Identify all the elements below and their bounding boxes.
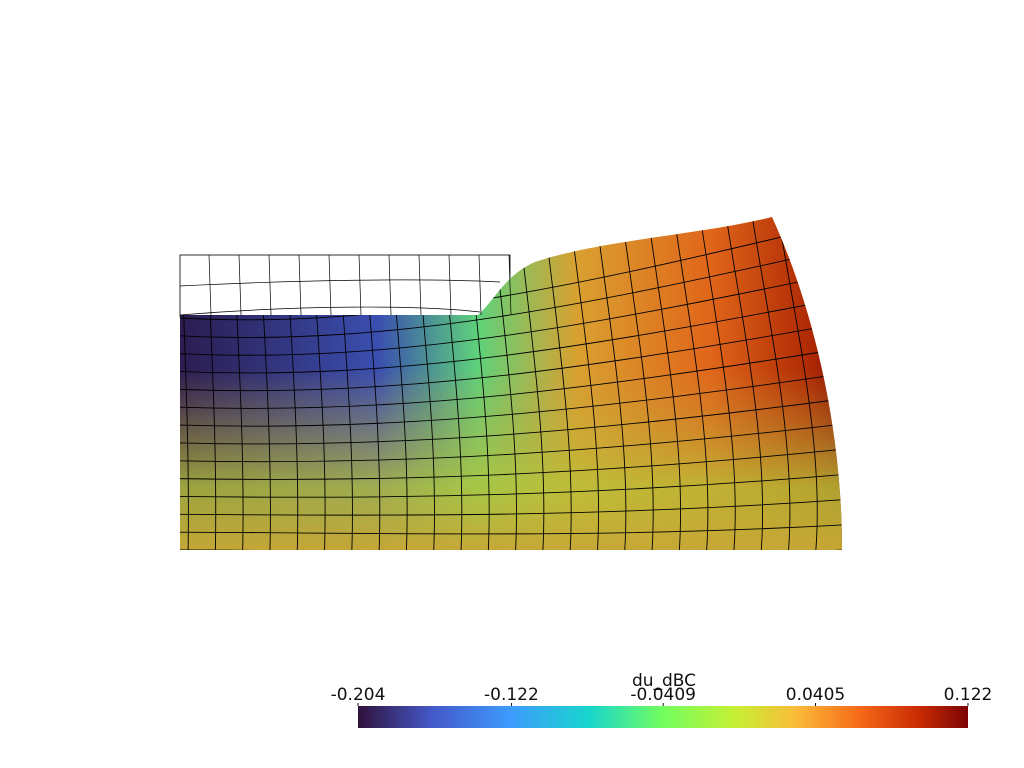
mesh-row — [180, 398, 842, 445]
undeformed-lines — [179, 254, 512, 316]
mesh-row — [180, 473, 842, 498]
mesh-row — [179, 279, 501, 287]
legend-tick-label: -0.122 — [484, 685, 539, 705]
undeformed-outline — [179, 254, 511, 318]
legend-tick-label: 0.0405 — [786, 685, 845, 705]
mesh-col — [328, 254, 332, 316]
mesh-row — [180, 372, 842, 427]
mesh-row — [180, 272, 842, 356]
mesh-col — [751, 217, 791, 550]
mesh-col — [418, 254, 422, 316]
mesh-col — [238, 254, 242, 316]
color-legend: du_dBC -0.204 -0.122 -0.0409 0.0405 0.122 — [331, 671, 993, 728]
legend-tick-label: 0.122 — [944, 685, 993, 705]
mesh-col — [358, 254, 362, 316]
mesh-col — [448, 254, 452, 316]
mesh-row — [180, 499, 842, 516]
mesh-col — [621, 217, 654, 550]
mesh-col — [268, 254, 272, 316]
mesh-row — [180, 221, 842, 321]
mesh-col — [298, 254, 302, 316]
mesh-col — [725, 217, 764, 550]
mesh-col — [508, 254, 512, 316]
mesh-col — [777, 217, 818, 550]
color-bar — [358, 706, 968, 728]
mesh-col — [543, 217, 572, 550]
mesh-col — [208, 254, 212, 316]
mesh-row — [180, 423, 842, 463]
mesh-col — [595, 217, 627, 550]
mesh-row — [180, 347, 842, 409]
mesh-col — [478, 254, 482, 316]
mesh — [179, 217, 842, 550]
mesh-col — [569, 217, 599, 550]
legend-tick-label: -0.204 — [331, 685, 386, 705]
mesh-col — [388, 254, 392, 316]
mesh-row — [180, 549, 842, 550]
mesh-row — [180, 524, 842, 535]
legend-title: du_dBC — [632, 671, 696, 691]
shade — [180, 217, 842, 550]
mesh-row — [180, 322, 842, 392]
mesh-col — [673, 217, 709, 550]
mesh-col — [699, 217, 736, 550]
mesh-row — [180, 297, 842, 374]
legend-tick-label: -0.0409 — [630, 685, 696, 705]
mesh-col — [647, 217, 681, 550]
mesh-row — [180, 448, 842, 480]
mesh-row — [179, 306, 481, 316]
